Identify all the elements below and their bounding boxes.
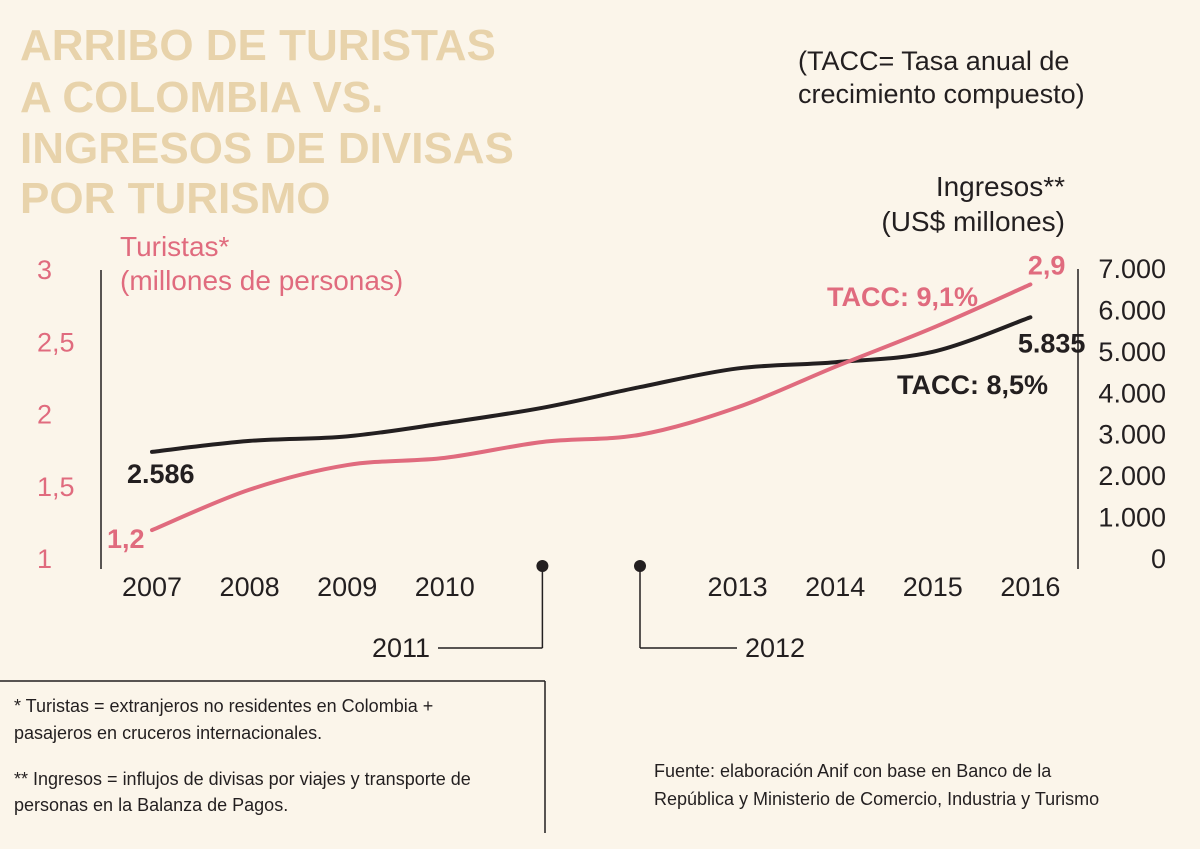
ingresos-tacc-label: TACC: 8,5% [897, 370, 1048, 400]
x-tick-label: 2007 [122, 572, 182, 602]
footnote-box: * Turistas = extranjeros no residentes e… [0, 680, 546, 833]
right-tick-label: 0 [1151, 544, 1166, 574]
axes [100, 269, 1079, 569]
x-tick-label: 2014 [805, 572, 865, 602]
data-labels: 1,2 2,9 TACC: 9,1% 2.586 5.835 TACC: 8,5% [107, 250, 1085, 554]
x-tick-label: 2015 [903, 572, 963, 602]
left-tick-label: 3 [37, 255, 52, 285]
right-tick-label: 2.000 [1098, 461, 1166, 491]
x-tick-label: 2010 [415, 572, 475, 602]
footnote-turistas-line: pasajeros en cruceros internacionales. [14, 723, 322, 743]
turistas-end-label: 2,9 [1028, 250, 1066, 280]
turistas-start-label: 1,2 [107, 524, 145, 554]
source-line: República y Ministerio de Comercio, Indu… [654, 789, 1099, 809]
right-tick-label: 3.000 [1098, 420, 1166, 450]
right-axis-title: Ingresos** (US$ millones) [881, 171, 1065, 237]
footnote-ingresos-line: personas en la Balanza de Pagos. [14, 795, 288, 815]
source-line: Fuente: elaboración Anif con base en Ban… [654, 761, 1052, 781]
left-axis-title: Turistas* (millones de personas) [120, 231, 403, 296]
x-tick-label: 2011 [372, 633, 430, 663]
left-tick-label: 1 [37, 544, 52, 574]
x-tick-label: 2009 [317, 572, 377, 602]
left-tick-label: 2 [37, 400, 52, 430]
title-line: INGRESOS DE DIVISAS [20, 124, 514, 173]
right-tick-label: 4.000 [1098, 378, 1166, 408]
title: ARRIBO DE TURISTAS A COLOMBIA VS. INGRES… [20, 21, 514, 223]
right-tick-label: 7.000 [1098, 254, 1166, 284]
series [150, 282, 1033, 533]
right-axis-title-line: Ingresos** [936, 171, 1065, 202]
left-axis-title-line: (millones de personas) [120, 265, 403, 296]
right-tick-label: 1.000 [1098, 503, 1166, 533]
footnote-ingresos-line: ** Ingresos = influjos de divisas por vi… [14, 769, 471, 789]
title-line: A COLOMBIA VS. [20, 73, 383, 122]
right-tick-label: 5.000 [1098, 337, 1166, 367]
x-tick-label: 2016 [1000, 572, 1060, 602]
title-line: POR TURISMO [20, 174, 330, 223]
left-axis-title-line: Turistas* [120, 231, 230, 262]
tacc-note-line: (TACC= Tasa anual de [798, 46, 1069, 76]
x-tick-label: 2012 [745, 633, 805, 663]
ingresos-start-label: 2.586 [127, 459, 195, 489]
tacc-note: (TACC= Tasa anual de crecimiento compues… [798, 46, 1085, 109]
right-tick-label: 6.000 [1098, 295, 1166, 325]
title-line: ARRIBO DE TURISTAS [20, 21, 496, 70]
ingresos-end-label: 5.835 [1018, 328, 1086, 358]
x-tick-label: 2013 [708, 572, 768, 602]
ticks: 1 1,5 2 2,5 3 0 1.000 2.000 3.000 4.000 5.000 6.000… [37, 254, 1166, 663]
left-tick-label: 1,5 [37, 472, 75, 502]
right-axis-title-line: (US$ millones) [881, 206, 1065, 237]
footnote-turistas-line: * Turistas = extranjeros no residentes e… [14, 696, 433, 716]
source: Fuente: elaboración Anif con base en Ban… [654, 761, 1099, 809]
ingresos-line [150, 315, 1033, 454]
x-tick-label: 2008 [220, 572, 280, 602]
turistas-line [150, 282, 1033, 533]
turistas-tacc-label: TACC: 9,1% [827, 282, 978, 312]
tacc-note-line: crecimiento compuesto) [798, 79, 1085, 109]
left-tick-label: 2,5 [37, 327, 75, 357]
